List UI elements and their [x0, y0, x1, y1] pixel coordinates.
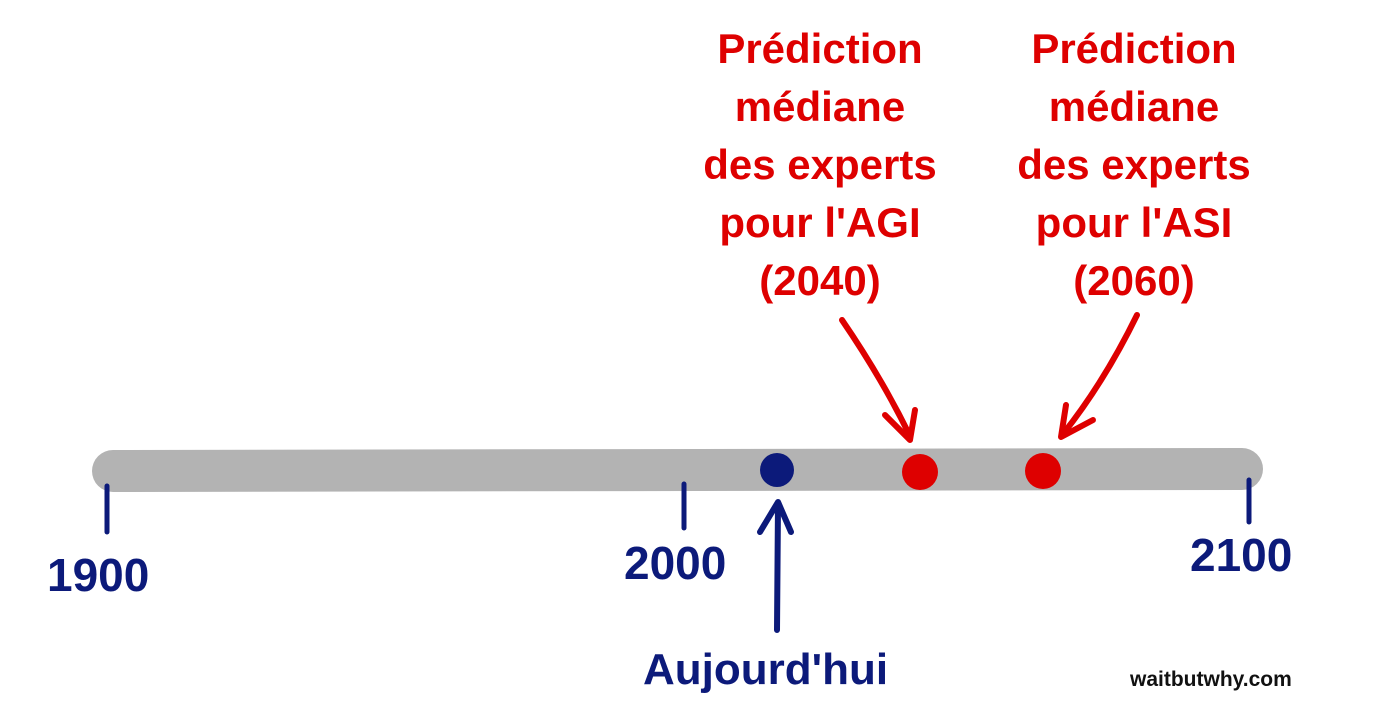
agi-label-line-4: pour l'AGI: [719, 199, 921, 246]
asi-label-line-4: pour l'ASI: [1035, 199, 1233, 246]
timeline-bar: [92, 448, 1263, 492]
asi-label-line-2: médiane: [1048, 83, 1220, 130]
agi-label-line-5: (2040): [759, 257, 881, 304]
agi-label-line-3: des experts: [703, 141, 937, 188]
asi-label-line-5: (2060): [1073, 257, 1195, 304]
tick-label-2100: 2100: [1190, 529, 1293, 581]
asi-prediction-label: Prédiction médiane des experts pour l'AS…: [984, 20, 1284, 310]
today-dot: [760, 453, 794, 487]
asi-label-line-3: des experts: [1017, 141, 1251, 188]
asi-prediction-dot: [1025, 453, 1061, 489]
agi-prediction-label: Prédiction médiane des experts pour l'AG…: [670, 20, 970, 310]
agi-label-line-1: Prédiction: [717, 25, 923, 72]
today-label: Aujourd'hui: [643, 645, 889, 694]
today-arrow: [757, 499, 794, 633]
asi-arrow: [1058, 312, 1140, 440]
agi-prediction-dot: [902, 454, 938, 490]
source-credit: waitbutwhy.com: [1130, 668, 1292, 691]
agi-label-line-2: médiane: [734, 83, 906, 130]
tick-label-1900: 1900: [47, 549, 150, 601]
agi-arrow: [839, 317, 918, 443]
tick-label-2000: 2000: [624, 537, 727, 589]
asi-label-line-1: Prédiction: [1031, 25, 1237, 72]
